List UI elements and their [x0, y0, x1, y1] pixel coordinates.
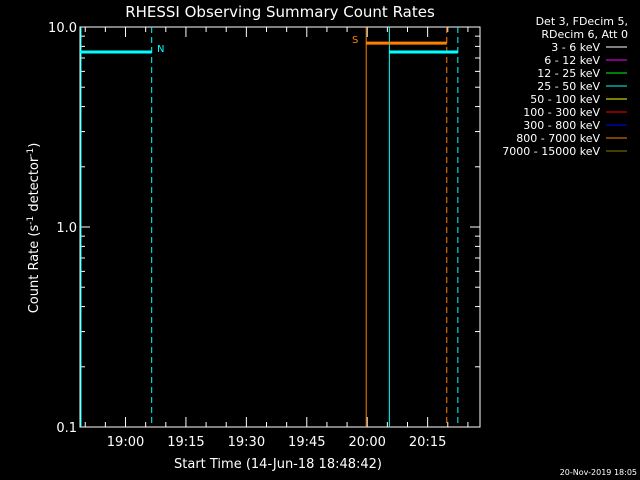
y-axis-label-middle: detector [27, 156, 42, 216]
x-tick-label: 19:00 [107, 435, 144, 450]
marker-label: N [157, 44, 164, 55]
legend-entry-label: 300 - 800 keV [523, 119, 600, 132]
legend: Det 3, FDecim 5,RDecim 6, Att 03 - 6 keV… [502, 15, 628, 158]
x-axis-label: Start Time (14-Jun-18 18:48:42) [174, 457, 382, 472]
legend-entry-label: 7000 - 15000 keV [502, 145, 600, 158]
legend-entry-label: 3 - 6 keV [551, 41, 600, 54]
legend-entry-label: 25 - 50 keV [537, 80, 600, 93]
legend-entry-label: 12 - 25 keV [537, 67, 600, 80]
y-tick-label: 0.1 [56, 421, 77, 436]
legend-entry-label: 800 - 7000 keV [516, 132, 600, 145]
y-axis-label-exponent-1: -1 [26, 216, 36, 225]
y-axis-label-end: ) [27, 143, 42, 148]
legend-header-line: Det 3, FDecim 5, [536, 15, 628, 28]
x-tick-label: 20:00 [348, 435, 385, 450]
plot-area: 10.0 1.0 0.1 19:00 19:15 19:30 19:45 20:00 20:15… [48, 21, 481, 450]
marker-label: S [352, 35, 358, 46]
x-tick-label: 20:15 [409, 435, 446, 450]
legend-header-line: RDecim 6, Att 0 [541, 28, 628, 41]
legend-entry-label: 6 - 12 keV [544, 54, 600, 67]
legend-entry-label: 100 - 300 keV [523, 106, 600, 119]
generation-timestamp: 20-Nov-2019 18:05 [560, 468, 637, 477]
y-axis-label: Count Rate (s-1 detector-1) [26, 143, 42, 314]
y-tick-label: 10.0 [48, 21, 77, 36]
chart-title: RHESSI Observing Summary Count Rates [125, 3, 435, 21]
x-tick-label: 19:30 [228, 435, 265, 450]
y-axis-label-exponent-2: -1 [26, 148, 36, 157]
x-tick-label: 19:15 [167, 435, 204, 450]
y-axis-label-main: Count Rate (s [27, 225, 42, 314]
x-tick-label: 19:45 [288, 435, 325, 450]
y-tick-label: 1.0 [56, 221, 77, 236]
legend-entry-label: 50 - 100 keV [530, 93, 600, 106]
